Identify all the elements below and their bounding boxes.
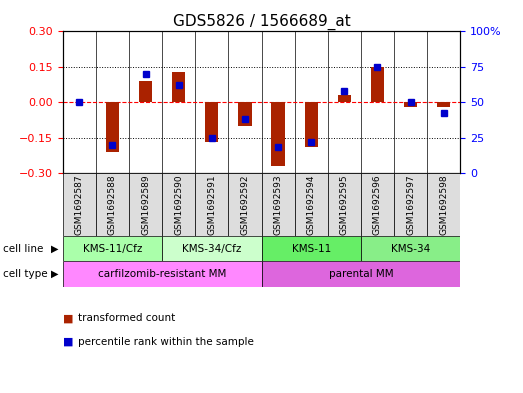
Text: GSM1692592: GSM1692592 — [241, 174, 249, 235]
Bar — [361, 236, 460, 261]
Text: GSM1692589: GSM1692589 — [141, 174, 150, 235]
Text: GSM1692596: GSM1692596 — [373, 174, 382, 235]
Bar — [394, 173, 427, 236]
Bar — [404, 102, 417, 107]
Bar — [294, 173, 328, 236]
Bar — [262, 173, 294, 236]
Bar — [371, 67, 384, 102]
Bar — [262, 236, 361, 261]
Text: cell line: cell line — [3, 244, 46, 253]
Bar — [271, 102, 285, 166]
Text: GSM1692597: GSM1692597 — [406, 174, 415, 235]
Bar — [229, 173, 262, 236]
Text: transformed count: transformed count — [78, 313, 176, 323]
Text: KMS-11: KMS-11 — [291, 244, 331, 253]
Text: GSM1692591: GSM1692591 — [207, 174, 217, 235]
Text: parental MM: parental MM — [328, 269, 393, 279]
Bar — [162, 173, 195, 236]
Bar — [162, 236, 262, 261]
Text: ■: ■ — [63, 337, 73, 347]
Bar — [304, 102, 318, 147]
Bar — [437, 102, 450, 107]
Text: GSM1692595: GSM1692595 — [340, 174, 349, 235]
Text: GSM1692588: GSM1692588 — [108, 174, 117, 235]
Bar — [427, 173, 460, 236]
Bar — [338, 95, 351, 102]
Bar — [63, 261, 262, 287]
Text: ▶: ▶ — [51, 244, 59, 253]
Bar — [106, 102, 119, 152]
Bar — [63, 173, 96, 236]
Text: GSM1692594: GSM1692594 — [306, 174, 316, 235]
Bar — [328, 173, 361, 236]
Text: KMS-34: KMS-34 — [391, 244, 430, 253]
Bar — [172, 72, 185, 102]
Bar — [262, 261, 460, 287]
Bar — [63, 236, 162, 261]
Text: cell type: cell type — [3, 269, 51, 279]
Text: KMS-34/Cfz: KMS-34/Cfz — [182, 244, 242, 253]
Text: GSM1692593: GSM1692593 — [274, 174, 282, 235]
Bar — [205, 102, 219, 142]
Bar — [129, 173, 162, 236]
Text: GSM1692598: GSM1692598 — [439, 174, 448, 235]
Text: carfilzomib-resistant MM: carfilzomib-resistant MM — [98, 269, 226, 279]
Text: ■: ■ — [63, 313, 73, 323]
Bar — [195, 173, 229, 236]
Bar — [361, 173, 394, 236]
Text: GSM1692590: GSM1692590 — [174, 174, 183, 235]
Text: GSM1692587: GSM1692587 — [75, 174, 84, 235]
Text: ▶: ▶ — [51, 269, 59, 279]
Bar — [96, 173, 129, 236]
Text: percentile rank within the sample: percentile rank within the sample — [78, 337, 254, 347]
Text: GDS5826 / 1566689_at: GDS5826 / 1566689_at — [173, 14, 350, 30]
Bar — [139, 81, 152, 102]
Text: KMS-11/Cfz: KMS-11/Cfz — [83, 244, 142, 253]
Bar — [238, 102, 252, 126]
